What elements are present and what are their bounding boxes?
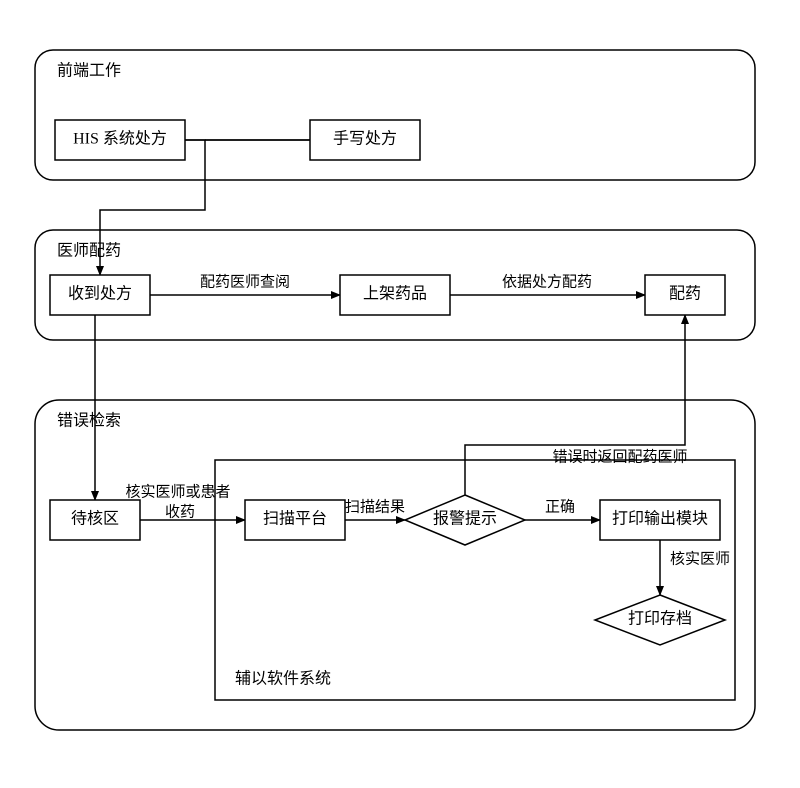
container-title-c1: 前端工作 [57, 62, 121, 80]
edge-label-e_alarm_print: 正确 [545, 498, 575, 515]
edge-e_alarm_disp [465, 315, 685, 495]
edge-label2-e_wait_scan: 收药 [165, 503, 195, 520]
edge-label-e_wait_scan: 核实医师或患者 [125, 483, 230, 500]
edge-label-e_recv_shelf: 配药医师查阅 [200, 273, 290, 290]
node-label-n_his: HIS 系统处方 [73, 130, 167, 148]
container-title-c3: 错误检索 [57, 412, 121, 430]
container-title-c2: 医师配药 [57, 242, 121, 260]
node-label-n_arch: 打印存档 [628, 610, 692, 628]
edge-label-e_alarm_disp: 错误时返回配药医师 [552, 448, 687, 465]
node-label-n_shelf: 上架药品 [363, 285, 427, 303]
edge-e_his_down [185, 140, 205, 180]
container-c4 [215, 460, 735, 700]
node-label-n_wait: 待核区 [71, 510, 119, 528]
edge-label-e_print_arch: 核实医师 [670, 550, 730, 567]
edge-label-e_shelf_disp: 依据处方配药 [502, 273, 592, 290]
node-label-n_recv: 收到处方 [68, 285, 132, 303]
edge-label-e_scan_alarm: 扫描结果 [345, 498, 405, 515]
node-label-n_scan: 扫描平台 [263, 510, 327, 528]
edge-e_c1_c2 [100, 180, 205, 275]
container-title-c4: 辅以软件系统 [235, 670, 331, 688]
node-label-n_hand: 手写处方 [333, 130, 397, 148]
node-label-n_disp: 配药 [669, 285, 701, 303]
node-label-n_print: 打印输出模块 [612, 510, 708, 528]
node-label-n_alarm: 报警提示 [433, 510, 497, 528]
